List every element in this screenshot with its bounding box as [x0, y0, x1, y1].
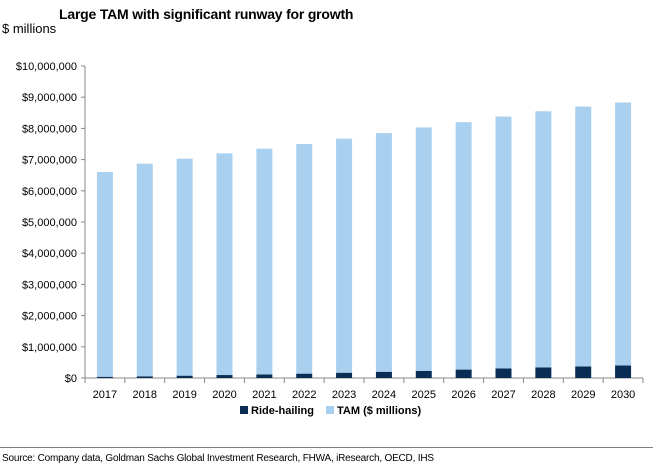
bar-tam [495, 116, 512, 369]
legend-label-tam: TAM ($ millions) [337, 405, 421, 417]
x-tick-label: 2023 [332, 389, 356, 401]
source-note: Source: Company data, Goldman Sachs Glob… [2, 453, 434, 464]
x-tick-label: 2022 [292, 389, 316, 401]
bar-tam [336, 138, 353, 373]
bar-tam [455, 122, 472, 370]
x-tick-label: 2030 [611, 389, 635, 401]
bar-ride-hailing [96, 376, 113, 378]
bar-ride-hailing [495, 368, 512, 378]
bar-tam [415, 127, 432, 371]
bar-tam [96, 172, 113, 377]
y-tick-label: $7,000,000 [22, 155, 77, 167]
bar-ride-hailing [336, 372, 353, 378]
x-tick-label: 2026 [451, 389, 475, 401]
bar-ride-hailing [455, 369, 472, 378]
bar-ride-hailing [375, 371, 392, 378]
bar-tam [216, 153, 233, 376]
bar-tam [535, 111, 552, 368]
y-tick-label: $3,000,000 [22, 279, 77, 291]
bar-tam [615, 102, 632, 366]
x-tick-label: 2028 [531, 389, 555, 401]
x-tick-label: 2027 [491, 389, 515, 401]
bar-tam [256, 148, 273, 375]
y-tick-label: $8,000,000 [22, 123, 77, 135]
bar-tam [136, 163, 153, 377]
bar-ride-hailing [296, 373, 313, 378]
legend-swatch-ride-hailing [240, 406, 248, 414]
y-tick-label: $5,000,000 [22, 217, 77, 229]
bar-tam [176, 158, 193, 376]
bar-ride-hailing [216, 375, 233, 378]
x-tick-label: 2021 [252, 389, 276, 401]
bar-ride-hailing [415, 370, 432, 378]
bar-ride-hailing [615, 365, 632, 378]
x-tick-label: 2020 [212, 389, 236, 401]
y-tick-label: $2,000,000 [22, 311, 77, 323]
x-tick-label: 2018 [133, 389, 157, 401]
stacked-bar-chart: $0 $1,000,000 $2,000,000 $3,000,000 $4,000,0… [16, 61, 644, 417]
x-tick-label: 2029 [571, 389, 595, 401]
bar-ride-hailing [176, 375, 193, 378]
footer-divider [0, 447, 653, 448]
bar-tam [375, 133, 392, 372]
y-tick-label: $0 [65, 373, 77, 385]
y-tick-label: $6,000,000 [22, 186, 77, 198]
y-tick-label: $4,000,000 [22, 248, 77, 260]
y-tick-label: $1,000,000 [22, 342, 77, 354]
y-tick-label: $10,000,000 [16, 61, 77, 73]
bar-ride-hailing [136, 376, 153, 378]
bar-ride-hailing [535, 367, 552, 378]
x-tick-label: 2024 [372, 389, 396, 401]
legend-swatch-tam [326, 406, 334, 414]
bar-ride-hailing [575, 366, 592, 378]
x-tick-label: 2025 [412, 389, 436, 401]
chart-title: Large TAM with significant runway for gr… [59, 6, 354, 22]
bar-tam [296, 144, 313, 374]
bar-ride-hailing [256, 374, 273, 378]
legend-label-ride-hailing: Ride-hailing [251, 405, 314, 417]
chart-subtitle: $ millions [2, 21, 57, 36]
y-tick-label: $9,000,000 [22, 92, 77, 104]
x-tick-label: 2017 [93, 389, 117, 401]
bar-tam [575, 106, 592, 367]
x-tick-label: 2019 [172, 389, 196, 401]
